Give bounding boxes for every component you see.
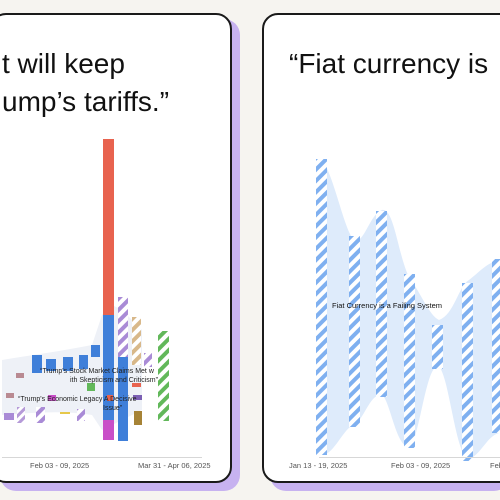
x-tick-label: Feb 24 - Mar 02, 2025 [490,461,500,470]
x-tick-label: Mar 31 - Apr 06, 2025 [138,461,211,470]
x-tick-label: Jan 13 - 19, 2025 [289,461,348,470]
bar-mark [32,355,42,373]
bar-mark [63,357,73,371]
bar-mark [144,353,152,367]
bar-mark [158,331,169,421]
bar-mark [6,393,14,398]
bar-mark [316,159,327,455]
x-tick-label: Feb 03 - 09, 2025 [391,461,451,470]
stream-chart [316,159,500,461]
bar-mark [79,355,88,369]
bar-mark [492,259,500,433]
bar-mark [349,236,360,427]
topic-label: ith Skepticism and Criticism” [70,377,159,384]
bar-mark [376,211,387,397]
bar-mark [103,139,114,315]
bar-mark [132,383,141,387]
series-label: Fiat Currency is a Failing System [332,301,443,310]
bar-mark [404,274,415,448]
card-left[interactable]: t will keep ump’s tariffs.” [0,13,232,483]
topic-label: “Trump's Economic Legacy A Decisive [18,396,137,403]
bar-mark [91,345,100,357]
bar-mark [118,297,128,357]
bar-mark [46,359,56,371]
x-tick-label: Feb 03 - 09, 2025 [30,461,90,470]
x-axis-line [319,457,500,458]
bar-mark [48,395,56,401]
bar-mark [87,383,95,391]
bar-mark [16,373,24,378]
bar-mark [432,325,443,369]
stream-bar-chart: “Trump's Stock Market Claims Met w ith S… [2,139,169,441]
quote-line-1: “Fiat currency is [289,48,489,79]
bar-mark [103,315,114,421]
bar-mark [462,283,473,461]
x-axis-line [2,457,202,458]
bar-mark [118,357,128,441]
card-right[interactable]: “Fiat currency is Fiat Currency is a Fai… [262,13,500,483]
bar-mark [60,412,70,414]
bar-mark [132,317,141,365]
bar-mark [134,411,142,425]
bar-mark [77,409,85,421]
topic-label: Issue” [103,405,123,412]
bar-mark [4,413,14,420]
bar-mark [17,407,25,423]
quote-line-2: ump’s tariffs.” [2,86,170,117]
quote-line-1: t will keep [2,48,125,79]
bar-mark [107,395,113,401]
topic-label: “Trump's Stock Market Claims Met w [40,368,155,375]
bar-mark [103,420,114,440]
bar-mark [36,407,45,423]
bar-mark [133,395,142,400]
